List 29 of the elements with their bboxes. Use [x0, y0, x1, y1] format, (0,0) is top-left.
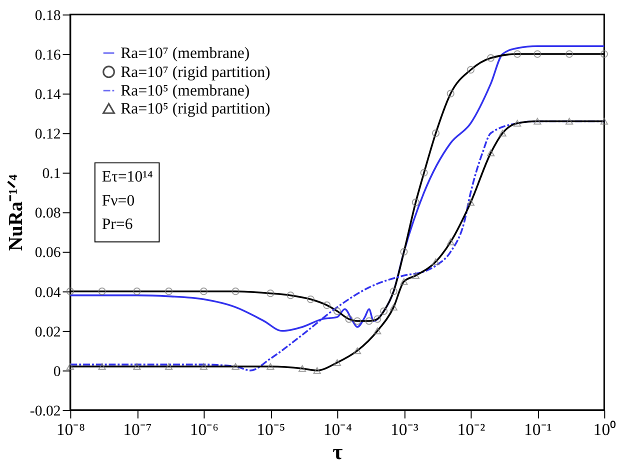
y-tick-label: 0.08	[34, 206, 61, 222]
x-axis-title: τ	[332, 440, 343, 464]
y-tick-label: 0.04	[34, 284, 62, 301]
legend-label: Ra=10⁵ (membrane)	[120, 82, 250, 100]
y-tick-label: 0.16	[34, 47, 61, 64]
y-tick-label: 0.02	[34, 324, 61, 340]
y-tick-label: 0	[53, 364, 61, 380]
annotation: Eτ=10¹⁴	[102, 168, 154, 186]
y-tick-label: 0.06	[34, 245, 61, 262]
y-tick-label: 0.12	[34, 126, 61, 143]
legend-label: Ra=10⁵ (rigid partition)	[120, 100, 270, 118]
x-tick-label: 10⁻⁶	[190, 420, 219, 440]
y-axis-title: NuRa⁻¹ᐟ⁴	[5, 174, 28, 251]
annotation: Fν=0	[102, 192, 135, 210]
x-tick-label: 10⁰	[593, 420, 616, 440]
x-tick-label: 10⁻⁷	[123, 420, 152, 440]
y-tick-label: 0.1	[42, 166, 61, 182]
x-tick-label: 10⁻⁴	[323, 420, 352, 440]
x-tick-label: 10⁻²	[457, 420, 486, 440]
x-tick-label: 10⁻⁸	[56, 420, 86, 440]
y-tick-label: 0.18	[34, 8, 61, 24]
legend-label: Ra=10⁷ (membrane)	[120, 44, 250, 62]
y-tick-label: -0.02	[30, 403, 61, 420]
y-tick-label: 0.14	[34, 87, 62, 104]
x-tick-label: 10⁻³	[390, 420, 418, 440]
x-tick-label: 10⁻¹	[524, 420, 552, 440]
annotation: Pr=6	[102, 216, 133, 234]
legend-label: Ra=10⁷ (rigid partition)	[120, 64, 270, 81]
x-tick-label: 10⁻⁵	[256, 420, 286, 440]
